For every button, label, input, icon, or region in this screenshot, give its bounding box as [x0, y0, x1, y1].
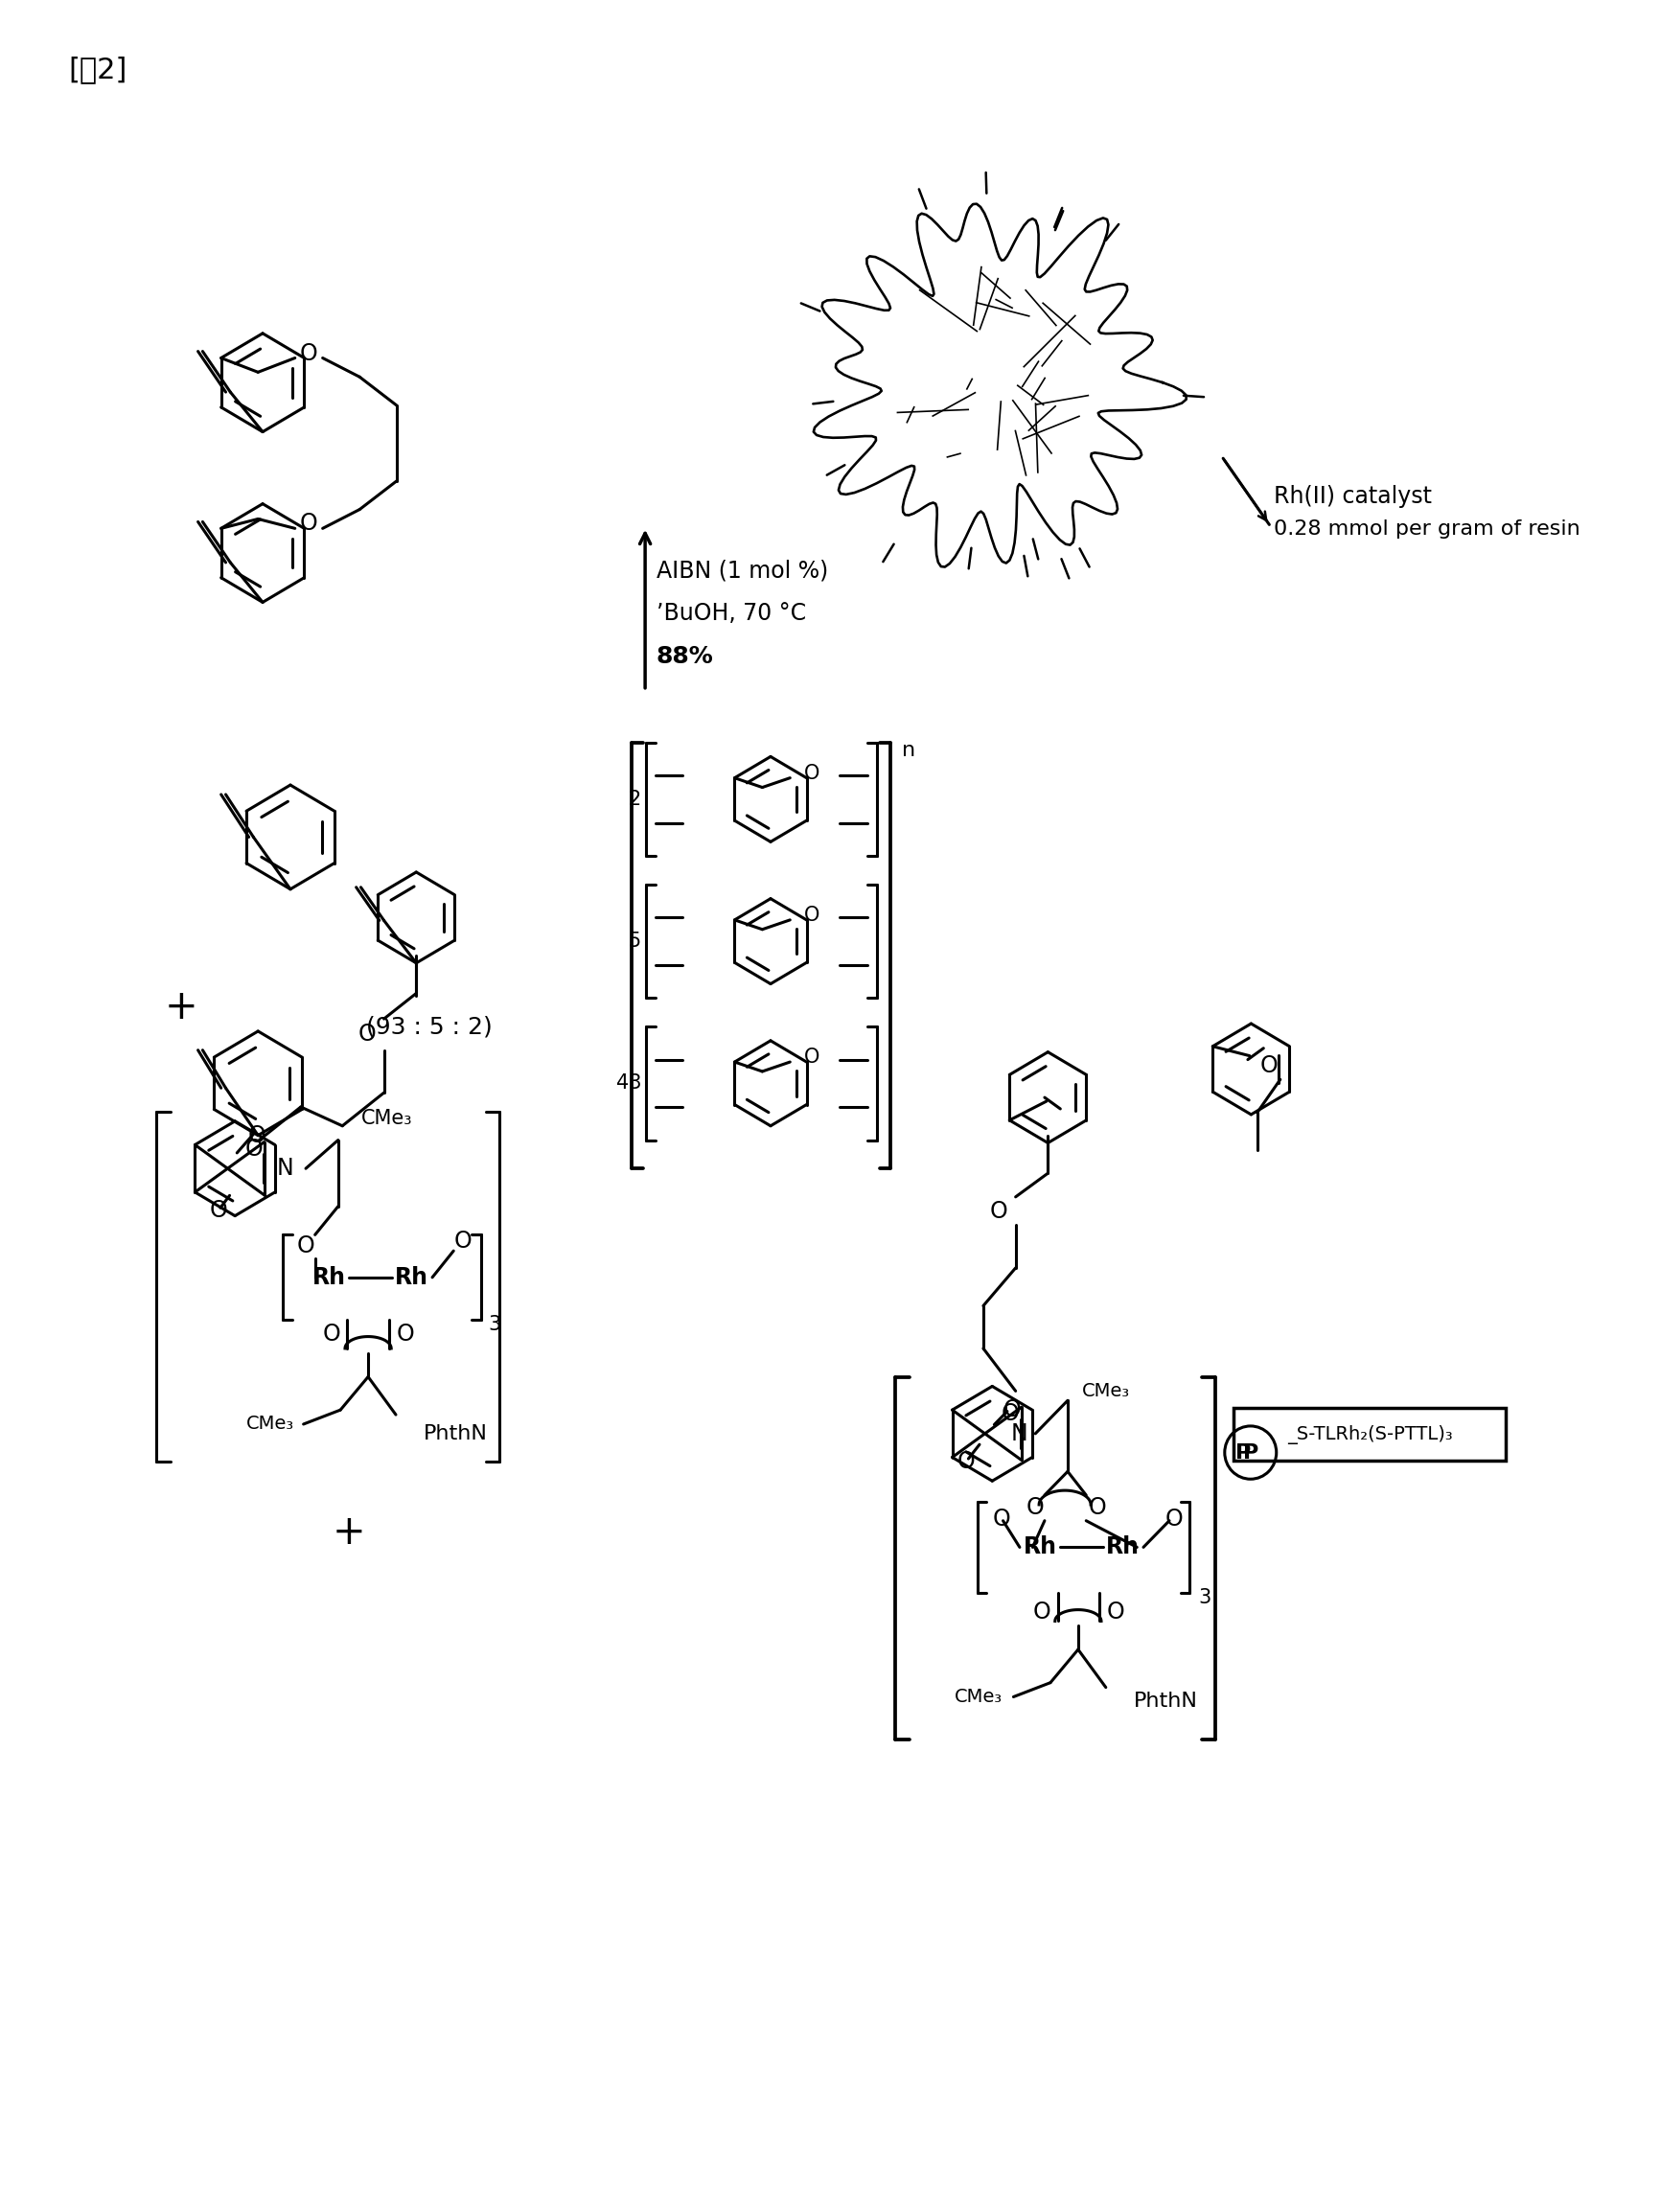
Text: N: N — [277, 1157, 294, 1179]
Text: AIBN (1 mol %): AIBN (1 mol %) — [656, 560, 828, 582]
Text: CMe₃: CMe₃ — [954, 1688, 1003, 1705]
Text: 3: 3 — [1199, 1588, 1212, 1606]
Text: O: O — [1089, 1495, 1106, 1520]
Text: O: O — [1026, 1495, 1044, 1520]
Text: [図2]: [図2] — [68, 55, 128, 84]
Text: O: O — [300, 513, 317, 535]
Text: P: P — [1235, 1442, 1252, 1462]
Text: P: P — [1243, 1442, 1258, 1462]
Text: O: O — [993, 1506, 1011, 1531]
Text: O: O — [1107, 1599, 1125, 1624]
Text: 3: 3 — [488, 1316, 501, 1334]
Text: 5: 5 — [629, 931, 641, 951]
Text: O: O — [297, 1234, 315, 1259]
Text: O: O — [803, 1048, 820, 1066]
Text: O: O — [958, 1451, 976, 1473]
Text: PhthN: PhthN — [423, 1425, 488, 1442]
Text: O: O — [989, 1199, 1008, 1223]
Text: O: O — [1033, 1599, 1051, 1624]
Text: PhthN: PhthN — [1134, 1692, 1197, 1712]
Text: O: O — [209, 1199, 227, 1223]
Text: CMe₃: CMe₃ — [1082, 1382, 1129, 1400]
Text: Rh: Rh — [1023, 1535, 1057, 1559]
Text: O: O — [803, 763, 820, 783]
Text: 43: 43 — [616, 1073, 641, 1093]
Text: Rh: Rh — [312, 1265, 345, 1290]
Text: O: O — [300, 341, 317, 365]
Text: O: O — [1260, 1053, 1278, 1077]
Text: O: O — [397, 1323, 415, 1345]
Text: O: O — [1165, 1506, 1184, 1531]
Text: O: O — [1003, 1398, 1021, 1422]
Text: +: + — [332, 1513, 365, 1553]
Text: n: n — [901, 741, 915, 759]
Text: O: O — [803, 905, 820, 925]
Text: O: O — [453, 1230, 471, 1252]
Text: ʼBuOH, 70 °C: ʼBuOH, 70 °C — [656, 602, 805, 626]
Text: O: O — [1001, 1402, 1019, 1425]
Text: CMe₃: CMe₃ — [246, 1416, 294, 1433]
Text: 0.28 mmol per gram of resin: 0.28 mmol per gram of resin — [1273, 520, 1580, 540]
Text: _S-TLRh₂(S-PTTL)₃: _S-TLRh₂(S-PTTL)₃ — [1286, 1425, 1452, 1444]
Text: O: O — [249, 1124, 266, 1148]
Text: 2: 2 — [629, 790, 641, 810]
Text: O: O — [244, 1137, 262, 1161]
Text: (93 : 5 : 2): (93 : 5 : 2) — [365, 1015, 491, 1037]
Text: O: O — [322, 1323, 340, 1345]
Text: N: N — [1011, 1422, 1028, 1444]
Text: Rh: Rh — [395, 1265, 428, 1290]
Text: Rh(II) catalyst: Rh(II) catalyst — [1273, 484, 1433, 509]
Text: Rh: Rh — [1106, 1535, 1140, 1559]
Text: +: + — [164, 987, 198, 1029]
Text: O: O — [359, 1022, 377, 1046]
Text: CMe₃: CMe₃ — [362, 1108, 412, 1128]
Text: 88%: 88% — [656, 644, 714, 668]
